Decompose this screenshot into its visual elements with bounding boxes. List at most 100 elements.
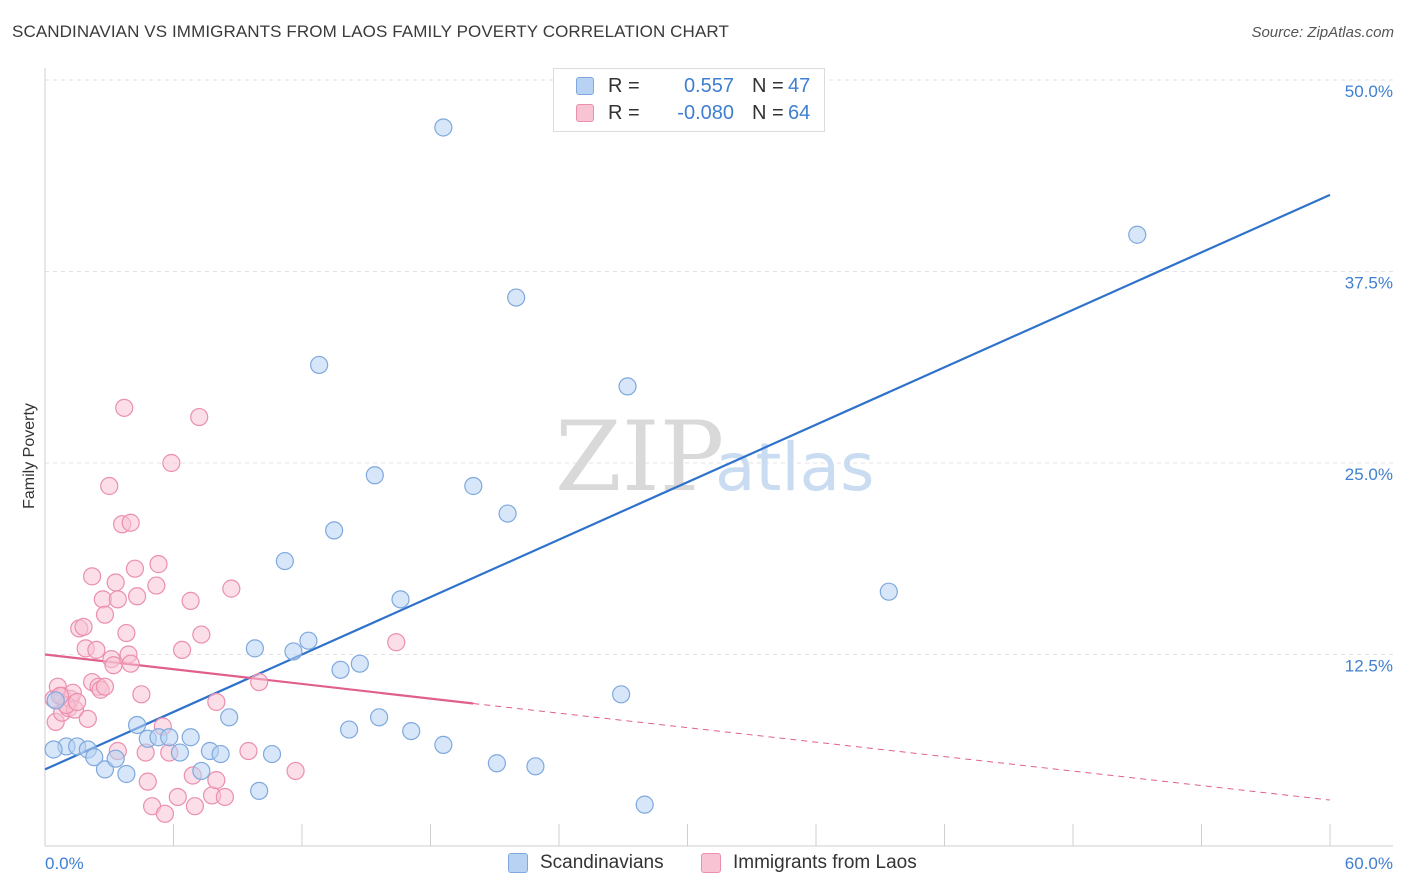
data-point bbox=[106, 749, 125, 768]
source-label: Source: ZipAtlas.com bbox=[1251, 24, 1394, 41]
data-point bbox=[211, 744, 230, 764]
data-point bbox=[402, 721, 421, 741]
data-point bbox=[181, 591, 200, 610]
data-point bbox=[487, 754, 506, 773]
data-point bbox=[192, 761, 211, 781]
data-point bbox=[526, 757, 545, 776]
data-point bbox=[117, 623, 136, 643]
data-point bbox=[325, 521, 344, 540]
data-point bbox=[147, 576, 166, 595]
data-point bbox=[387, 633, 406, 652]
legend-row-scandinavians: R = 0.557 N = 47 bbox=[576, 74, 810, 98]
x-tick-labels: 0.0% 60.0% bbox=[45, 854, 1393, 873]
y-tick-label: 37.5% bbox=[1345, 274, 1393, 293]
data-point bbox=[168, 787, 187, 807]
data-point bbox=[132, 685, 151, 704]
data-point bbox=[1128, 225, 1147, 244]
y-tick-label: 50.0% bbox=[1345, 82, 1393, 101]
chart-title: SCANDINAVIAN VS IMMIGRANTS FROM LAOS FAM… bbox=[12, 22, 729, 41]
data-point bbox=[162, 453, 181, 473]
data-point bbox=[299, 631, 318, 650]
data-point bbox=[331, 660, 350, 679]
legend-swatch-blue bbox=[576, 77, 594, 95]
data-point bbox=[121, 513, 140, 532]
data-point bbox=[78, 709, 97, 728]
data-point bbox=[215, 787, 234, 807]
data-point bbox=[125, 559, 145, 578]
data-point bbox=[85, 748, 104, 767]
data-point bbox=[138, 772, 157, 791]
data-point bbox=[95, 760, 115, 779]
data-point bbox=[108, 590, 127, 609]
data-point bbox=[245, 639, 264, 658]
y-tick-label: 12.5% bbox=[1345, 657, 1393, 676]
data-point bbox=[155, 804, 175, 823]
y-axis-label: Family Poverty bbox=[21, 403, 38, 509]
data-point bbox=[192, 625, 211, 644]
x-tick-label: 60.0% bbox=[1345, 854, 1393, 873]
data-point bbox=[100, 476, 119, 496]
data-point bbox=[434, 118, 453, 137]
data-point bbox=[250, 672, 269, 692]
legend-row-laos: R = -0.080 N = 64 bbox=[576, 101, 810, 125]
legend-r-value: -0.080 bbox=[677, 101, 734, 124]
data-point bbox=[46, 691, 65, 710]
data-point bbox=[95, 677, 115, 696]
data-point bbox=[68, 692, 87, 712]
data-point bbox=[185, 797, 205, 816]
data-point bbox=[284, 642, 303, 661]
grid-lines bbox=[45, 79, 1393, 655]
data-point bbox=[350, 654, 369, 673]
stats-legend: R = 0.557 N = 47 R = -0.080 N = 64 bbox=[553, 68, 825, 132]
data-point bbox=[286, 761, 305, 781]
data-point bbox=[618, 377, 637, 396]
data-point bbox=[106, 573, 125, 592]
data-point bbox=[507, 288, 526, 307]
legend-swatch-pink bbox=[701, 853, 721, 873]
data-point bbox=[95, 605, 115, 624]
data-point bbox=[310, 355, 329, 375]
watermark-zip: ZIP bbox=[555, 401, 724, 513]
data-point bbox=[464, 476, 483, 496]
y-tick-labels: 12.5% 25.0% 37.5% 50.0% bbox=[1345, 82, 1393, 676]
data-point bbox=[172, 640, 192, 660]
trendline bbox=[473, 703, 1331, 801]
legend-n-value: 47 bbox=[788, 74, 811, 97]
legend-item-scandinavians: Scandinavians bbox=[508, 852, 664, 874]
legend-swatch-pink bbox=[576, 104, 594, 122]
legend-label-laos: Immigrants from Laos bbox=[733, 852, 917, 873]
data-point bbox=[74, 617, 93, 637]
legend-n-label: N = bbox=[752, 101, 784, 124]
data-point bbox=[612, 685, 631, 704]
data-point bbox=[117, 764, 136, 784]
data-point bbox=[391, 590, 410, 609]
data-point bbox=[275, 551, 294, 571]
data-point bbox=[181, 728, 200, 747]
data-point bbox=[239, 741, 258, 761]
trendline bbox=[44, 193, 1331, 771]
data-point bbox=[250, 781, 269, 800]
legend-r-label: R = bbox=[608, 74, 640, 97]
legend-n-value: 64 bbox=[788, 101, 811, 124]
data-point bbox=[262, 744, 282, 764]
legend-label-scandinavians: Scandinavians bbox=[540, 852, 664, 873]
series-legend: Scandinavians Immigrants from Laos bbox=[0, 852, 1406, 878]
data-point bbox=[635, 795, 654, 814]
data-point bbox=[220, 708, 239, 727]
data-point bbox=[365, 466, 384, 485]
watermark-atlas: atlas bbox=[715, 429, 875, 506]
data-point bbox=[370, 708, 389, 727]
data-point bbox=[160, 728, 179, 747]
legend-r-label: R = bbox=[608, 101, 640, 124]
data-point bbox=[121, 654, 140, 673]
watermark: ZIP atlas bbox=[555, 401, 875, 513]
data-point bbox=[149, 555, 168, 574]
data-point bbox=[104, 656, 123, 675]
axes bbox=[44, 68, 1393, 847]
legend-item-laos: Immigrants from Laos bbox=[701, 852, 917, 874]
data-point bbox=[434, 735, 453, 754]
data-point bbox=[498, 504, 517, 523]
data-point bbox=[170, 743, 190, 762]
data-point bbox=[340, 720, 359, 739]
